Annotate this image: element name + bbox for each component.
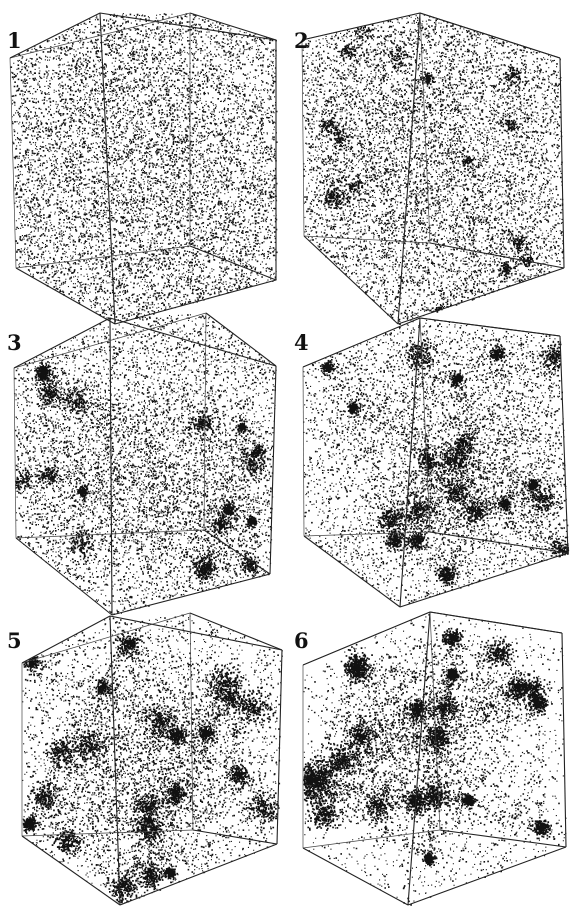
cube-edge	[407, 846, 567, 906]
cube-edge	[21, 612, 191, 664]
cube-edge	[189, 12, 277, 41]
cube-edge	[419, 317, 431, 533]
cube-edge	[407, 611, 431, 906]
panel-5: 5	[7, 612, 283, 906]
cube-edge	[114, 279, 277, 325]
panel-label: 6	[294, 628, 309, 653]
cube-edge	[397, 267, 565, 325]
cube-edge	[399, 552, 569, 608]
panel-4: 4	[294, 317, 570, 608]
cube-edge	[203, 312, 207, 531]
cube-edge	[9, 12, 101, 59]
panel-label: 5	[7, 628, 22, 653]
cube-edge	[13, 317, 111, 369]
cube-edge	[302, 847, 409, 906]
cube-edge	[301, 39, 305, 237]
cube-edge	[21, 615, 111, 664]
panel-label: 4	[294, 330, 309, 355]
panel-6: 6	[294, 611, 567, 906]
panel-label: 1	[7, 28, 22, 53]
cube-edge	[15, 267, 116, 325]
particle-field	[302, 14, 564, 325]
cube-edge	[429, 611, 563, 634]
cube-edge	[303, 235, 399, 325]
cube-edge	[397, 12, 421, 325]
panel-3: 3	[7, 312, 277, 616]
cube-edge	[276, 649, 283, 845]
cube-edge	[301, 12, 421, 41]
cube-edge	[303, 535, 401, 608]
cube-edge	[269, 365, 277, 575]
cube-edge	[99, 12, 116, 325]
particle-field	[303, 614, 567, 906]
particle-field	[22, 614, 283, 904]
panel-label: 3	[7, 330, 22, 355]
cube-edge	[303, 235, 431, 244]
cube-edge	[109, 615, 121, 906]
cube-edge	[302, 366, 305, 537]
cube-edge	[303, 531, 431, 537]
cube-edge	[399, 317, 421, 608]
cube-edge	[119, 843, 278, 906]
cube-edge	[15, 537, 113, 616]
cube-edge	[21, 835, 121, 906]
cube-edge	[561, 632, 567, 848]
particle-field	[10, 13, 278, 322]
cube-edge	[559, 57, 565, 269]
cube-edge	[189, 245, 277, 281]
cube-edge	[189, 612, 283, 651]
cube-edge	[419, 12, 431, 244]
cube-edge	[429, 611, 441, 831]
cube-edge	[15, 529, 205, 539]
cube-edge	[9, 57, 17, 269]
cube-edge	[21, 829, 194, 837]
cube-edge	[559, 335, 569, 554]
cube-edge	[13, 312, 207, 369]
cube-edge	[109, 317, 113, 616]
cube-edge	[111, 573, 271, 616]
cube-edge	[302, 611, 431, 666]
cube-edge	[419, 12, 561, 59]
cube-edge	[429, 531, 569, 554]
cube-edge	[302, 317, 421, 368]
cube-edge	[429, 242, 565, 269]
cube-edge	[13, 367, 17, 539]
cube-edge	[205, 312, 277, 367]
panel-1: 1	[7, 12, 278, 325]
cube-edge	[9, 12, 191, 59]
cube-edge	[109, 317, 277, 367]
particle-field	[14, 314, 277, 615]
cube-edge	[439, 829, 567, 848]
cube-edge	[99, 12, 277, 41]
cube-edge	[419, 317, 561, 337]
panel-2: 2	[294, 12, 565, 325]
panel-label: 2	[294, 28, 309, 53]
cube-edge	[302, 829, 441, 849]
cube-edge	[109, 615, 283, 651]
cube-edge	[203, 529, 271, 575]
cube-edge	[189, 612, 194, 831]
particle-field	[303, 319, 570, 604]
cube-edge	[192, 829, 278, 845]
cube-edge	[15, 245, 191, 269]
